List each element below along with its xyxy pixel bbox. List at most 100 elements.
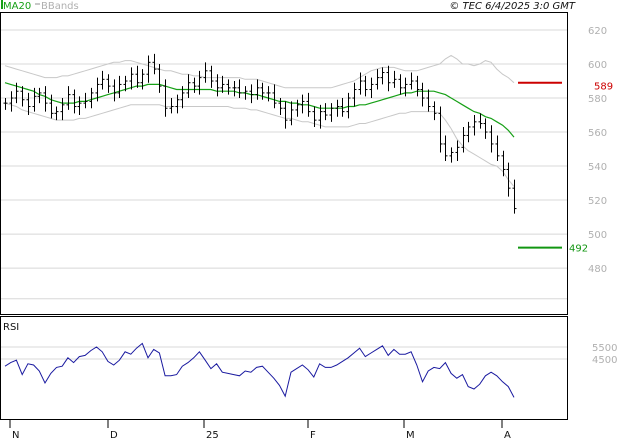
x-tick-label: F (310, 430, 316, 440)
ma20-legend-swatch (1, 0, 3, 9)
price-bar (318, 104, 323, 129)
price-bar (369, 77, 374, 99)
price-bar (100, 70, 105, 90)
price-bar (249, 84, 254, 104)
price-bar (386, 65, 391, 92)
price-bar (260, 82, 265, 100)
price-bar (415, 75, 420, 97)
price-bar (323, 103, 328, 121)
price-bar (20, 86, 25, 107)
price-bar (152, 53, 157, 75)
rsi-series-line (4, 342, 515, 398)
price-bar (478, 113, 483, 129)
price-bar (209, 65, 214, 88)
price-bars (3, 53, 517, 214)
price-tick-label: 520 (588, 196, 607, 207)
price-tick-label: 500 (588, 230, 607, 241)
price-bar (203, 62, 208, 83)
price-bar (489, 125, 494, 153)
price-bar (380, 67, 385, 85)
price-bar (72, 89, 77, 114)
price-bar (226, 79, 231, 95)
price-panel-frame (0, 12, 568, 315)
price-bar (501, 150, 506, 177)
price-bar (289, 101, 294, 126)
price-bar (83, 92, 88, 109)
price-bar (329, 103, 334, 122)
price-bar (180, 86, 185, 109)
bbands-legend-label: BBands (41, 1, 79, 12)
price-bar (157, 64, 162, 93)
x-tick-label: A (504, 430, 511, 440)
x-tick-label: 25 (206, 430, 219, 440)
price-bar (255, 79, 260, 100)
price-bar (335, 99, 340, 117)
x-tick-label: N (12, 430, 19, 440)
price-bar (375, 69, 380, 90)
price-bar (426, 89, 431, 112)
price-bar (237, 79, 242, 99)
price-tick-labels: 620 600 580 560 540 520 500 480 (588, 26, 607, 275)
price-bar (312, 106, 317, 127)
price-bar (49, 94, 54, 119)
x-tick-label: D (110, 430, 118, 440)
price-bar (37, 87, 42, 104)
price-bar (455, 140, 460, 161)
price-bar (3, 98, 8, 110)
price-bar (278, 98, 283, 116)
price-bar (60, 98, 65, 121)
price-bar (432, 101, 437, 121)
price-bar (95, 77, 100, 102)
price-bar (66, 86, 71, 110)
price-bar (409, 72, 414, 90)
price-bar (449, 147, 454, 163)
legend: MA20 BBands © TEC 6/4/2025 3:0 GMT (1, 0, 576, 12)
ma20-line (4, 82, 515, 138)
support-label: 492 (569, 244, 588, 255)
price-bar (135, 65, 140, 88)
price-bar (220, 75, 225, 93)
price-bar (443, 135, 448, 161)
price-bar (129, 67, 134, 90)
price-bar (163, 79, 168, 117)
price-bar (32, 87, 37, 112)
price-bar (26, 92, 31, 116)
price-bar (272, 84, 277, 109)
price-bar (232, 81, 237, 97)
price-bar (472, 115, 477, 136)
rsi-gridlines (1, 346, 567, 360)
rsi-line (4, 342, 515, 398)
price-tick-label: 600 (588, 60, 607, 71)
price-bar (295, 99, 300, 117)
price-bar (9, 91, 14, 112)
price-bar (300, 94, 305, 114)
price-bar (146, 55, 151, 83)
price-panel: 620 600 580 560 540 520 500 480 589 492 (0, 12, 613, 315)
x-tick-label: M (406, 430, 415, 440)
price-bar (192, 77, 197, 93)
price-bar (352, 82, 357, 107)
rsi-tick-label: 4500 (592, 355, 617, 366)
price-bar (483, 118, 488, 139)
copyright-label: © TEC 6/4/2025 3:0 GMT (449, 1, 576, 12)
x-axis: N D 25 F M A (9, 420, 511, 440)
ma20-legend-label: MA20 (3, 1, 31, 12)
price-tick-label: 480 (588, 264, 607, 275)
price-bar (512, 179, 517, 214)
price-bar (346, 92, 351, 119)
price-bar (461, 126, 466, 153)
bollinger-bands (4, 54, 515, 187)
price-bar (175, 94, 180, 114)
price-bar (243, 86, 248, 100)
price-bar (106, 74, 111, 93)
price-tick-label: 620 (588, 26, 607, 37)
price-bar (89, 87, 94, 109)
price-tick-label: 540 (588, 162, 607, 173)
rsi-tick-label: 5500 (592, 343, 617, 354)
bbands-upper-line (4, 54, 515, 89)
price-bar (363, 75, 368, 97)
price-bar (123, 75, 128, 92)
